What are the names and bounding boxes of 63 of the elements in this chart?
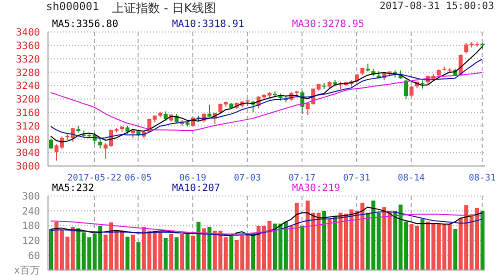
chart-title: 上证指数 - 日K线图 <box>112 0 216 17</box>
x-tick-label: 06-19 <box>179 173 206 184</box>
y-tick-label: 3120 <box>16 121 40 132</box>
x-tick-label: 08-31 <box>468 173 496 184</box>
x-tick-label: 2017-05-22 <box>67 173 122 184</box>
bar <box>328 218 332 270</box>
bar <box>333 216 338 270</box>
bar <box>207 226 212 270</box>
text: MA10:207 <box>172 183 222 195</box>
candlestick <box>98 138 102 149</box>
bar <box>322 211 326 270</box>
y-tick-label: 3080 <box>16 134 40 146</box>
bar <box>420 219 424 270</box>
bar <box>169 234 174 270</box>
y-tick-label: 60 <box>28 250 40 262</box>
bar <box>251 233 256 270</box>
bar <box>480 211 485 270</box>
bar <box>453 229 458 270</box>
x-tick-label: 07-03 <box>234 173 261 184</box>
text: MA5:3356.80 <box>52 19 120 31</box>
candlestick <box>164 110 168 122</box>
y-tick-label: 180 <box>22 221 40 232</box>
bar <box>202 228 206 270</box>
y-tick-label: 3400 <box>16 28 40 39</box>
bar <box>125 236 130 270</box>
y-tick-label: 300 <box>22 192 40 203</box>
y-tick-label: 240 <box>22 206 40 218</box>
text: MA30:3278.95 <box>292 19 366 31</box>
line-series <box>50 206 483 236</box>
bar <box>164 238 168 270</box>
y-tick-label: 3360 <box>16 40 40 52</box>
candlestick <box>49 138 53 150</box>
bar <box>136 242 140 270</box>
bar <box>229 236 234 270</box>
bar <box>130 234 135 270</box>
y-tick-label: 3320 <box>16 54 40 66</box>
bar <box>196 222 200 270</box>
y-tick-label: 3280 <box>16 68 40 79</box>
y-tick-label: 3200 <box>16 94 40 106</box>
x-tick-label: 06-05 <box>124 173 152 184</box>
y-tick-label: 3000 <box>16 162 40 173</box>
x-tick-label: 08-14 <box>398 173 425 184</box>
bar <box>174 237 179 270</box>
bar <box>191 236 196 270</box>
chart-subtitle: sh000001 <box>46 0 99 13</box>
x-tick-label: 07-17 <box>288 173 316 184</box>
y-tick-label: x百万 <box>14 266 40 276</box>
line-series <box>50 72 483 131</box>
text: MA5:232 <box>52 183 96 195</box>
y-tick-label: 3160 <box>16 108 40 119</box>
x-tick-label: 07-31 <box>343 173 370 184</box>
candlestick <box>207 104 212 118</box>
candlestick <box>404 79 408 100</box>
text: 2017-08-31 15:00:03 <box>380 1 494 12</box>
y-tick-label: 3040 <box>16 148 40 160</box>
y-tick-label: 3240 <box>16 81 40 92</box>
y-tick-label: 120 <box>22 236 40 247</box>
text: MA30:219 <box>292 183 342 195</box>
bar <box>49 229 53 270</box>
text: MA10:3318.91 <box>172 19 246 31</box>
bar <box>180 234 184 270</box>
bar <box>300 226 304 270</box>
bar <box>186 233 190 270</box>
